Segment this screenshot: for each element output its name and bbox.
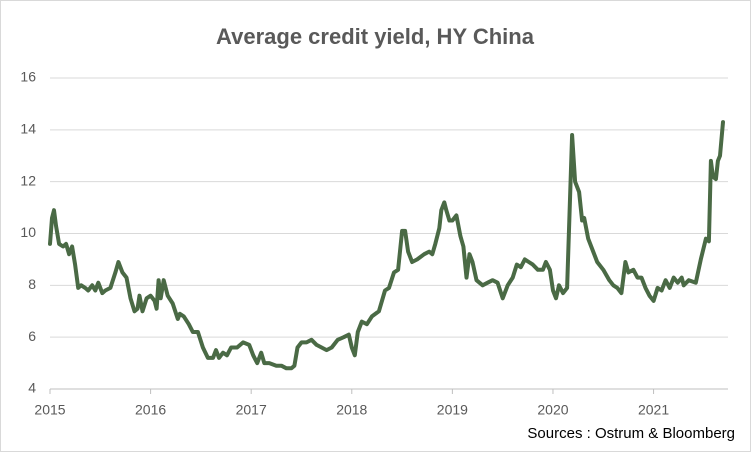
x-tick-label: 2020 (537, 402, 568, 418)
x-tick-label: 2019 (437, 402, 468, 418)
y-tick-label: 14 (20, 121, 36, 137)
y-tick-label: 4 (28, 380, 36, 396)
chart-title: Average credit yield, HY China (216, 24, 535, 49)
x-tick-label: 2021 (638, 402, 669, 418)
y-tick-label: 10 (20, 224, 36, 240)
x-tick-label: 2015 (34, 402, 65, 418)
x-tick-label: 2016 (135, 402, 166, 418)
y-tick-label: 16 (20, 69, 36, 85)
x-tick-label: 2018 (336, 402, 367, 418)
y-tick-label: 12 (20, 172, 36, 188)
y-tick-label: 8 (28, 276, 36, 292)
x-tick-label: 2017 (236, 402, 267, 418)
source-note: Sources : Ostrum & Bloomberg (527, 425, 735, 442)
y-tick-label: 6 (28, 328, 36, 344)
data-line (48, 120, 725, 371)
